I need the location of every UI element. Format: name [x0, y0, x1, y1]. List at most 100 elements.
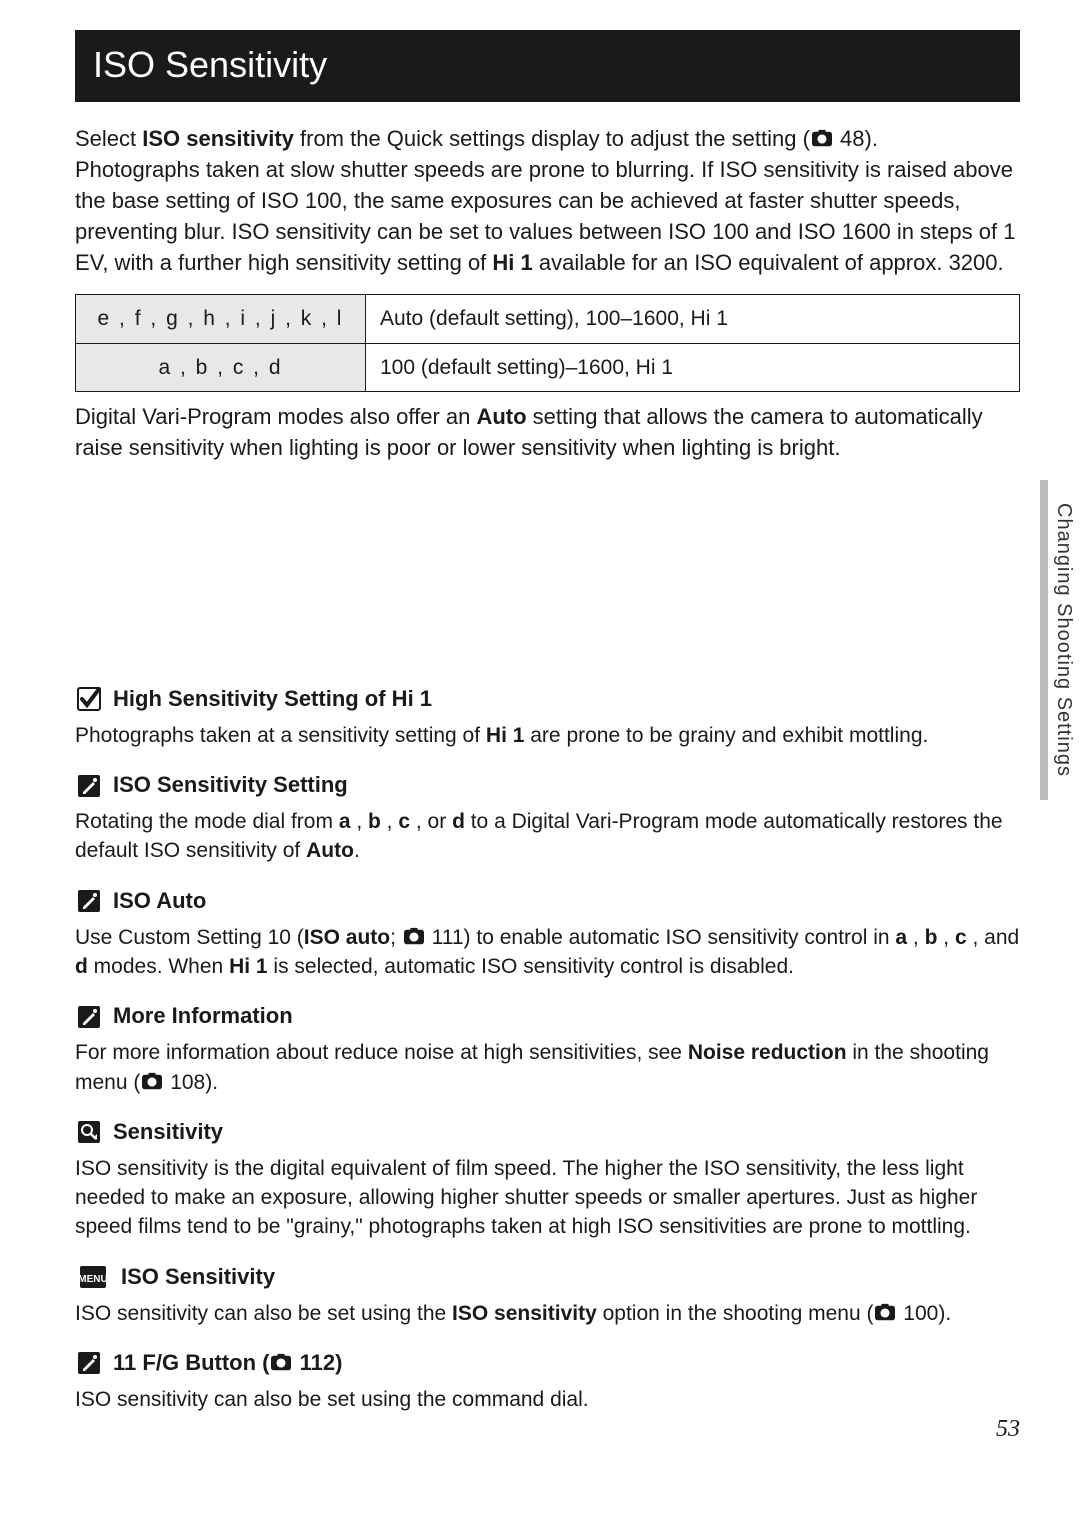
t: 108). [164, 1071, 218, 1094]
t: For more information about reduce noise … [75, 1041, 688, 1064]
t: Button ( [179, 1350, 269, 1375]
t: 11 [113, 1350, 142, 1375]
intro-mid1: from the Quick settings display to adjus… [294, 126, 810, 151]
check-icon [75, 687, 103, 711]
note-iso-auto: ISO Auto Use Custom Setting 10 (ISO auto… [75, 886, 1020, 982]
t: 100). [897, 1302, 951, 1325]
t: Use Custom Setting 10 ( [75, 926, 304, 949]
intro-after2: available for an ISO equivalent of appro… [533, 250, 1004, 275]
aftertable-a: Digital Vari-Program modes also offer an [75, 404, 476, 429]
m: c [955, 926, 967, 949]
t: F [142, 1350, 155, 1375]
t: , [381, 810, 399, 833]
note-title: 11 F/G Button ( 112) [113, 1348, 342, 1379]
intro-text: Select [75, 126, 142, 151]
note-body: ISO sensitivity can also be set using th… [75, 1385, 1020, 1414]
note-title: ISO Auto [113, 886, 206, 917]
section-tab-label: Changing Shooting Settings [1050, 503, 1078, 777]
m: c [398, 810, 410, 833]
pencil-icon [75, 1005, 103, 1029]
note-title: Sensitivity [113, 1117, 223, 1148]
t: Hi 1 [486, 724, 525, 747]
t: 111) to enable automatic ISO sensitivity… [426, 926, 896, 949]
m: b [925, 926, 938, 949]
note-title: More Information [113, 1001, 293, 1032]
note-header: 11 F/G Button ( 112) [75, 1348, 1020, 1379]
note-body: ISO sensitivity is the digital equivalen… [75, 1154, 1020, 1242]
camera-icon [402, 927, 426, 947]
camera-icon [810, 129, 834, 149]
modes-cell: a , b , c , d [76, 343, 366, 392]
t: ISO sensitivity can also be set using th… [75, 1388, 589, 1411]
note-header: More Information [75, 1001, 1020, 1032]
t: , [937, 926, 955, 949]
values-cell: 100 (default setting)–1600, Hi 1 [366, 343, 1020, 392]
aftertable-bold: Auto [476, 404, 526, 429]
m: a [339, 810, 351, 833]
t: , [907, 926, 925, 949]
t: ; [390, 926, 402, 949]
pencil-icon [75, 1351, 103, 1375]
page-title: ISO Sensitivity [93, 44, 327, 85]
note-fn-button: 11 F/G Button ( 112) ISO sensitivity can… [75, 1348, 1020, 1414]
values-cell: Auto (default setting), 100–1600, Hi 1 [366, 295, 1020, 344]
menu-icon [75, 1265, 111, 1289]
camera-icon [873, 1303, 897, 1323]
section-tab: Changing Shooting Settings [1040, 480, 1080, 800]
note-more-information: More Information For more information ab… [75, 1001, 1020, 1097]
modes-cell: e , f , g , h , i , j , k , l [76, 295, 366, 344]
table-row: a , b , c , d 100 (default setting)–1600… [76, 343, 1020, 392]
t: 112) [293, 1350, 342, 1375]
iso-modes-table: e , f , g , h , i , j , k , l Auto (defa… [75, 294, 1020, 392]
note-body: Use Custom Setting 10 (ISO auto; 111) to… [75, 923, 1020, 982]
t: , and [967, 926, 1020, 949]
t: , [351, 810, 369, 833]
t: modes. When [88, 955, 229, 978]
magnifier-icon [75, 1120, 103, 1144]
note-high-sensitivity: High Sensitivity Setting of Hi 1 Photogr… [75, 684, 1020, 750]
page-number: 53 [996, 1413, 1020, 1447]
pencil-icon [75, 889, 103, 913]
note-header: ISO Sensitivity Setting [75, 770, 1020, 801]
t: Hi 1 [229, 955, 268, 978]
camera-icon [140, 1072, 164, 1092]
t: ISO sensitivity can also be set using th… [75, 1302, 452, 1325]
note-body: Photographs taken at a sensitivity setti… [75, 721, 1020, 750]
t: option in the shooting menu ( [597, 1302, 874, 1325]
t: Auto [306, 839, 354, 862]
note-header: Sensitivity [75, 1117, 1020, 1148]
pencil-icon [75, 774, 103, 798]
note-title: ISO Sensitivity Setting [113, 770, 348, 801]
m: d [452, 810, 465, 833]
intro-bold2: Hi 1 [492, 250, 532, 275]
note-title: High Sensitivity Setting of Hi 1 [113, 684, 432, 715]
m: b [368, 810, 381, 833]
note-header: ISO Auto [75, 886, 1020, 917]
m: a [895, 926, 907, 949]
t: ISO auto [304, 926, 390, 949]
t: are prone to be grainy and exhibit mottl… [524, 724, 928, 747]
note-body: For more information about reduce noise … [75, 1038, 1020, 1097]
t: . [354, 839, 360, 862]
note-header: ISO Sensitivity [75, 1262, 1020, 1293]
t: ISO sensitivity is the digital equivalen… [75, 1157, 977, 1239]
t: , or [410, 810, 452, 833]
note-sensitivity: Sensitivity ISO sensitivity is the digit… [75, 1117, 1020, 1242]
note-title: ISO Sensitivity [121, 1262, 275, 1293]
intro-bold1: ISO sensitivity [142, 126, 294, 151]
note-iso-sensitivity-setting: ISO Sensitivity Setting Rotating the mod… [75, 770, 1020, 866]
m: d [75, 955, 88, 978]
note-header: High Sensitivity Setting of Hi 1 [75, 684, 1020, 715]
page-title-bar: ISO Sensitivity [75, 30, 1020, 102]
note-body: Rotating the mode dial from a , b , c , … [75, 807, 1020, 866]
intro-ref1: 48). [834, 126, 878, 151]
t: Photographs taken at a sensitivity setti… [75, 724, 486, 747]
camera-icon [269, 1353, 293, 1373]
intro-paragraph: Select ISO sensitivity from the Quick se… [75, 124, 1020, 278]
t: G [162, 1350, 179, 1375]
after-table-paragraph: Digital Vari-Program modes also offer an… [75, 402, 1020, 464]
note-iso-sensitivity-menu: ISO Sensitivity ISO sensitivity can also… [75, 1262, 1020, 1328]
note-body: ISO sensitivity can also be set using th… [75, 1299, 1020, 1328]
t: Noise reduction [688, 1041, 847, 1064]
t: ISO sensitivity [452, 1302, 597, 1325]
